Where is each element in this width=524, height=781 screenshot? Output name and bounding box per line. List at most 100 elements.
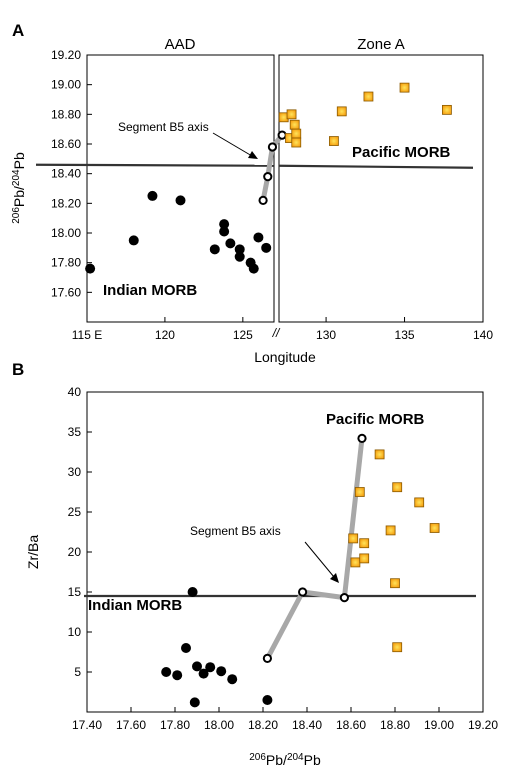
b-y-tick-label: 35 — [68, 425, 82, 439]
panel-b-indian-label: Indian MORB — [88, 597, 182, 614]
a-indian-morb-point — [248, 263, 259, 274]
b-pacific-morb-point — [429, 523, 440, 533]
a-y-tick-label: 19.20 — [51, 48, 81, 62]
a-x-tick-label: 125 — [233, 328, 253, 342]
b-x-tick-label: 18.20 — [248, 718, 278, 732]
a-reference-line-segment — [278, 164, 474, 169]
panel-b-pacific-label: Pacific MORB — [326, 411, 425, 428]
panel-a-frame-right — [278, 54, 484, 323]
panel-b-segment-arrow-line — [304, 541, 335, 578]
b-x-tick-label: 19.20 — [468, 718, 498, 732]
a-y-tick-label: 18.40 — [51, 167, 81, 181]
b-y-tick-label: 20 — [68, 545, 82, 559]
a-segment-b5-point — [277, 130, 287, 140]
b-pacific-morb-point — [392, 482, 403, 493]
panel-a-y-title-sup1: 206 — [11, 207, 22, 224]
a-x-tick-label: 135 — [395, 328, 415, 342]
panel-b-segment-label: Segment B5 axis — [190, 524, 281, 538]
panel-a-y-axis: 17.60 17.80 18.00 18.20 18.40 18.60 18.80 19.00… — [51, 48, 92, 299]
b-pacific-morb-point — [348, 533, 359, 544]
b-pacific-morb-point — [392, 642, 403, 653]
b-x-tick-label: 17.80 — [160, 718, 190, 732]
b-x-tick-label: 18.00 — [204, 718, 234, 732]
panel-b-x-axis: 17.40 17.60 17.80 18.00 18.20 18.40 18.60 18.80… — [72, 707, 498, 732]
panel-b-x-title: 206Pb/204Pb — [249, 752, 321, 768]
panel-a-y-title-slash: / — [11, 186, 27, 190]
a-pacific-morb-point — [363, 91, 374, 102]
b-y-tick-label: 25 — [68, 505, 82, 519]
axis-break-mark: // — [272, 326, 281, 340]
a-pacific-morb-point — [286, 109, 297, 120]
panel-a-reference-line — [35, 163, 474, 169]
a-segment-b5-point — [267, 142, 278, 152]
a-indian-morb-point — [225, 238, 236, 249]
panel-a-x-axis: 115 E 120 125 130 135 140 — [72, 317, 493, 342]
panel-b-segment-arrow-head — [330, 573, 339, 583]
a-x-tick-label: 130 — [316, 328, 336, 342]
a-x-tick-label: 115 E — [72, 328, 102, 342]
b-x-tick-label: 17.60 — [116, 718, 146, 732]
panel-a-pacific-label: Pacific MORB — [352, 144, 451, 161]
panel-b-label: B — [12, 360, 24, 379]
panel-b-y-title: Zr/Ba — [25, 535, 41, 569]
a-pacific-morb-point — [291, 137, 302, 148]
panel-a-y-title-base1: Pb — [11, 190, 27, 207]
a-indian-morb-point — [219, 219, 230, 230]
a-pacific-morb-point — [442, 104, 452, 115]
a-pacific-morb-point — [289, 119, 300, 130]
panel-b-frame — [86, 391, 484, 713]
b-pacific-morb-point — [359, 538, 370, 549]
a-segment-b5-point — [258, 195, 268, 205]
panel-a-segment-label: Segment B5 axis — [118, 120, 209, 134]
a-indian-morb-point — [175, 195, 186, 206]
a-y-tick-label: 18.00 — [51, 226, 81, 240]
zone-label-zone-a: Zone A — [357, 36, 405, 53]
b-y-tick-label: 5 — [74, 665, 81, 679]
b-pacific-morb-point — [414, 497, 425, 508]
a-indian-morb-point — [147, 190, 158, 201]
b-indian-morb-point — [192, 661, 202, 672]
panel-a-indian-label: Indian MORB — [103, 282, 197, 299]
panel-b-x-title-sup1: 206 — [249, 752, 266, 763]
panel-b-x-title-base2: Pb — [304, 752, 321, 768]
b-segment-b5-point — [339, 593, 349, 603]
b-segment-b5-point — [298, 587, 308, 597]
a-indian-morb-point — [209, 244, 220, 255]
a-x-tick-label: 140 — [473, 328, 493, 342]
a-y-tick-label: 18.60 — [51, 137, 81, 151]
a-indian-morb-point — [253, 232, 264, 243]
panel-a-data-marks — [85, 82, 452, 274]
a-y-tick-label: 17.60 — [51, 285, 81, 299]
b-x-tick-label: 19.00 — [424, 718, 454, 732]
b-indian-morb-point — [187, 587, 198, 597]
b-x-tick-label: 17.40 — [72, 718, 102, 732]
a-x-tick-label: 120 — [155, 328, 175, 342]
a-y-tick-label: 19.00 — [51, 78, 81, 92]
b-pacific-morb-point — [359, 553, 370, 564]
panel-b-x-title-sup2: 204 — [287, 752, 304, 763]
b-x-tick-label: 18.40 — [292, 718, 322, 732]
b-indian-morb-point — [181, 643, 191, 653]
a-pacific-morb-point — [329, 136, 339, 146]
a-indian-morb-point — [261, 242, 272, 253]
panel-a-y-title-sup2: 204 — [11, 169, 22, 186]
b-indian-morb-point — [216, 666, 227, 677]
b-indian-morb-point — [161, 667, 172, 677]
a-y-tick-label: 17.80 — [51, 256, 81, 270]
b-pacific-morb-point — [390, 578, 400, 589]
b-y-tick-label: 15 — [68, 585, 82, 599]
panel-a-label: A — [12, 21, 24, 40]
a-y-tick-label: 18.20 — [51, 196, 81, 210]
b-x-tick-label: 18.60 — [336, 718, 366, 732]
b-indian-morb-point — [189, 697, 200, 708]
b-x-tick-label: 18.80 — [380, 718, 410, 732]
a-y-tick-label: 18.80 — [51, 107, 81, 121]
b-indian-morb-point — [227, 674, 238, 685]
panel-b-data-marks — [161, 433, 440, 708]
b-segment-b5-point — [357, 433, 367, 443]
b-y-tick-label: 30 — [68, 465, 82, 479]
a-pacific-morb-point — [336, 106, 347, 117]
b-indian-morb-point — [205, 662, 216, 673]
b-y-tick-label: 10 — [68, 625, 82, 639]
